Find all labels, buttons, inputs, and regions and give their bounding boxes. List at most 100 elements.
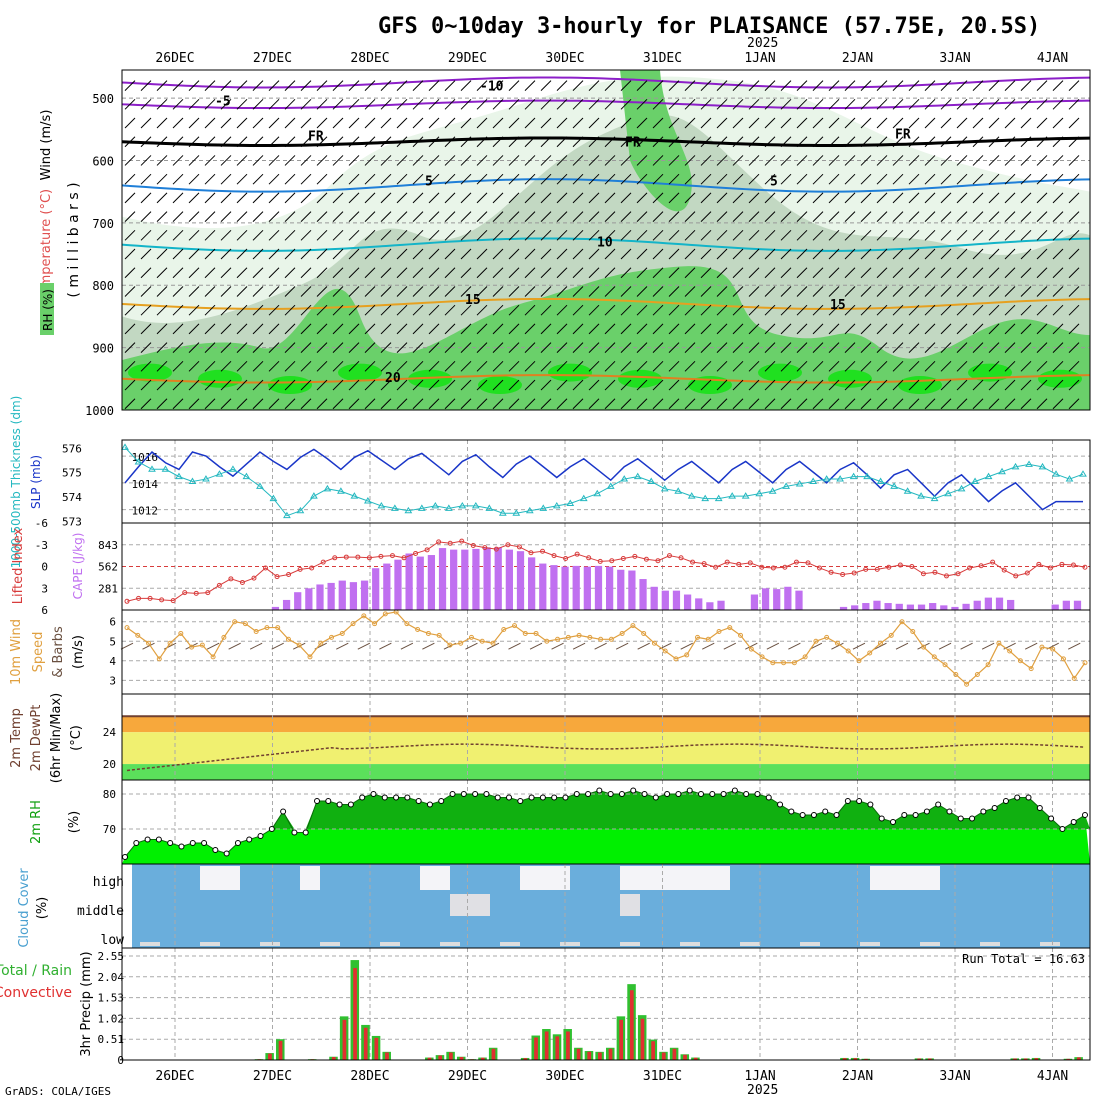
wind-barb <box>540 360 552 372</box>
precip-convective-bar <box>640 1018 645 1060</box>
wind-barb <box>172 379 184 391</box>
wind-barb <box>860 117 872 129</box>
wind-barb <box>1052 323 1064 335</box>
rh-marker <box>923 808 930 815</box>
wind-barb <box>780 323 792 335</box>
wind-barb <box>572 80 584 91</box>
wind-barb <box>732 360 744 372</box>
rh-marker <box>630 787 637 794</box>
wind-barb <box>588 192 600 204</box>
wind-barb <box>556 80 568 91</box>
lifted-index-marker <box>1082 564 1088 570</box>
lifted-index-marker <box>482 545 488 551</box>
cape-bar <box>372 568 380 610</box>
cape-bar <box>895 603 903 610</box>
wind-barb <box>1052 248 1064 260</box>
precip-convective-bar <box>842 1058 847 1060</box>
rh-marker <box>867 801 874 808</box>
wind-barb <box>140 286 152 297</box>
wind-barb <box>892 379 904 391</box>
wind-barb <box>252 229 264 241</box>
thickness-marker <box>188 477 197 484</box>
wind-barb <box>764 173 776 185</box>
wind-barb <box>364 267 376 279</box>
thickness-marker <box>1079 470 1087 477</box>
wind-barb <box>844 398 856 410</box>
wind-barb <box>332 117 344 129</box>
thickness-marker <box>633 472 642 480</box>
wind-barb <box>460 267 472 279</box>
thickness-marker <box>404 506 413 514</box>
wind-barb <box>876 136 888 148</box>
cape-tick: 562 <box>98 561 118 574</box>
wind-barb <box>140 192 152 204</box>
lifted-index-marker <box>793 559 799 565</box>
wind-barb <box>988 379 1000 391</box>
wind-barb <box>764 80 776 91</box>
rh-marker <box>912 812 919 818</box>
wind-barb <box>940 136 952 148</box>
wind-speed-marker <box>1028 666 1034 672</box>
wind-barb <box>444 155 456 166</box>
wind-barb <box>316 267 328 279</box>
wind-speed-marker <box>318 640 324 646</box>
wind-barb <box>348 360 360 372</box>
rh-marker <box>720 791 727 797</box>
wind-barb <box>588 98 600 110</box>
wind-barb <box>940 229 952 241</box>
cape-bar <box>383 563 391 610</box>
wind-barb-10m <box>809 642 823 650</box>
wind-barb <box>332 155 344 166</box>
wind-barb <box>588 173 600 185</box>
wind-barb <box>876 98 888 110</box>
wind-speed-marker <box>221 634 227 640</box>
rh-marker <box>302 829 309 836</box>
cape-bar <box>450 549 458 610</box>
wind-barb <box>172 155 184 166</box>
wind-barb <box>1020 248 1032 260</box>
wind-barb <box>700 192 712 204</box>
cloud-middle <box>450 894 490 916</box>
lifted-index-marker <box>1070 562 1076 568</box>
wind-barb <box>700 379 712 391</box>
wind-barb <box>988 267 1000 279</box>
cloud-level-middle: middle <box>77 904 124 919</box>
cape-bar <box>873 600 881 610</box>
wind-barb <box>1052 80 1064 91</box>
wind-barb <box>604 267 616 279</box>
wind-barb <box>236 360 248 372</box>
wind-barb <box>476 398 488 410</box>
lifted-index-marker <box>586 555 592 561</box>
precip-convective-bar <box>1066 1058 1071 1060</box>
wind-barb <box>636 267 648 279</box>
wind-barb <box>604 398 616 410</box>
wind-barb <box>828 360 840 372</box>
wind-barb <box>428 267 440 279</box>
rh-marker <box>1059 826 1066 832</box>
wind-tick: 6 <box>109 616 116 629</box>
wind-barb <box>364 192 376 204</box>
wind-barb <box>508 379 520 391</box>
wind-barb <box>956 248 968 260</box>
wind-barb <box>460 192 472 204</box>
wind-barb <box>764 117 776 129</box>
wind-barb <box>732 323 744 335</box>
precip-convective-bar <box>576 1048 581 1060</box>
wind-barb <box>396 323 408 335</box>
wind-barb <box>140 304 152 316</box>
wind-barb <box>604 155 616 166</box>
wind-barb <box>668 117 680 129</box>
wind-speed-marker <box>576 632 582 638</box>
wind-barb <box>460 342 472 353</box>
wind-speed-marker <box>684 652 690 658</box>
thickness-marker <box>620 475 629 482</box>
wind-barb <box>652 117 664 129</box>
wind-barb <box>764 398 776 410</box>
lifted-index-marker <box>1013 573 1019 579</box>
wind-speed-marker <box>178 630 184 636</box>
lifted-index-marker <box>701 561 707 567</box>
wind-barb <box>524 136 536 148</box>
lifted-index-marker <box>228 576 234 582</box>
wind-barb <box>236 286 248 297</box>
wind-barb <box>780 80 792 91</box>
